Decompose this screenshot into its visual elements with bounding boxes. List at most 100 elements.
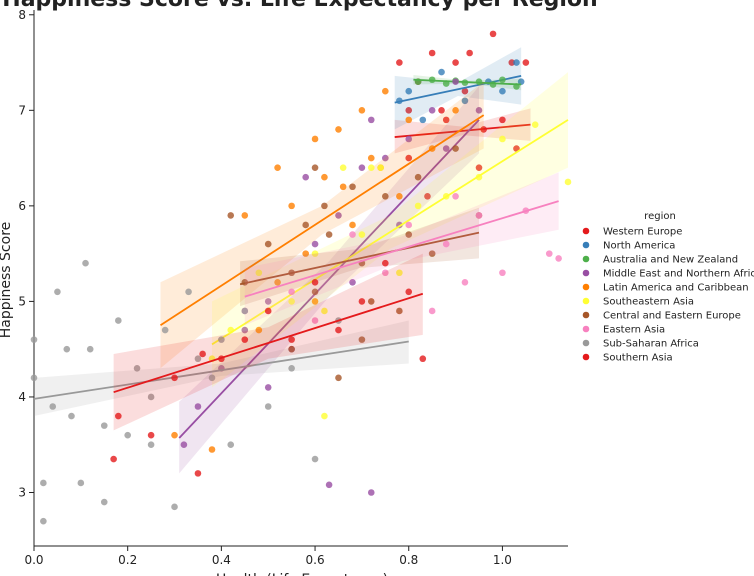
point — [475, 107, 483, 114]
regression-line — [159, 114, 485, 327]
legend-marker — [582, 227, 590, 235]
point — [428, 307, 436, 315]
point — [414, 202, 422, 210]
point — [358, 164, 366, 171]
legend-marker — [582, 283, 590, 291]
legend-marker — [582, 269, 590, 277]
point — [147, 441, 155, 449]
series-group — [241, 172, 562, 326]
point — [264, 403, 272, 410]
point — [499, 76, 506, 84]
y-axis-label: Happiness Score — [0, 222, 14, 339]
point — [382, 259, 389, 267]
point — [335, 126, 342, 133]
point — [349, 221, 356, 229]
point — [358, 107, 366, 114]
point — [461, 87, 469, 95]
point — [302, 250, 309, 257]
series-group — [394, 30, 531, 200]
point — [508, 59, 516, 66]
legend-label: Middle East and Northern Africa — [603, 269, 754, 280]
point — [199, 350, 206, 358]
point — [377, 164, 384, 171]
legend-label: Eastern Asia — [603, 325, 665, 336]
point — [274, 278, 281, 286]
series-group — [227, 145, 483, 382]
confidence-band — [113, 253, 423, 431]
x-tick-label: 0.0 — [24, 553, 43, 567]
point — [124, 431, 131, 439]
point — [325, 231, 333, 238]
point — [513, 59, 520, 66]
point — [86, 345, 94, 353]
point — [288, 288, 295, 296]
point — [54, 288, 61, 296]
point — [227, 212, 235, 219]
point — [452, 78, 459, 85]
point — [452, 59, 459, 66]
point — [311, 164, 319, 171]
point — [147, 431, 155, 439]
point — [208, 446, 216, 453]
point — [321, 307, 328, 315]
point — [531, 121, 539, 128]
regression-line — [239, 231, 480, 286]
point — [424, 193, 431, 200]
confidence-band — [34, 320, 409, 417]
x-tick-label: 0.4 — [212, 553, 231, 567]
point — [311, 240, 319, 248]
point — [171, 431, 178, 439]
point — [499, 269, 506, 277]
legend-label: North America — [603, 241, 675, 252]
point — [227, 441, 235, 449]
point — [180, 441, 188, 449]
point — [194, 403, 202, 410]
point — [171, 503, 178, 511]
point — [264, 298, 272, 305]
point — [382, 87, 389, 95]
chart-title: Happiness Score vs. Life Expectancy per … — [2, 0, 597, 12]
y-tick-label: 5 — [18, 294, 26, 308]
point — [405, 87, 413, 95]
point — [382, 193, 389, 200]
point — [405, 221, 413, 229]
x-tick-label: 1.0 — [493, 553, 512, 567]
point — [442, 116, 450, 124]
point — [475, 164, 483, 171]
point — [63, 345, 71, 353]
point — [349, 231, 356, 238]
point — [288, 345, 295, 353]
point — [30, 336, 38, 343]
point — [241, 307, 249, 315]
point — [367, 298, 375, 305]
confidence-band — [160, 81, 484, 369]
point — [461, 97, 469, 105]
point — [358, 298, 366, 305]
point — [311, 288, 319, 296]
point — [321, 173, 328, 181]
legend-label: Southeastern Asia — [603, 297, 694, 308]
confidence-band — [212, 72, 568, 388]
legend-marker — [582, 339, 590, 347]
point — [349, 278, 356, 286]
point — [405, 288, 413, 296]
point — [30, 374, 38, 382]
point — [49, 403, 57, 410]
point — [133, 364, 141, 372]
point — [517, 78, 525, 85]
point — [396, 269, 403, 277]
regression-line — [33, 340, 409, 400]
point — [110, 455, 117, 463]
point — [452, 193, 459, 200]
point — [115, 317, 122, 324]
point — [396, 59, 403, 66]
point — [218, 336, 225, 343]
point — [241, 326, 249, 334]
point — [358, 231, 366, 238]
legend-marker — [582, 241, 590, 249]
point — [335, 374, 342, 382]
point — [194, 355, 202, 363]
point — [499, 87, 506, 95]
point — [288, 298, 295, 305]
point — [475, 212, 483, 219]
